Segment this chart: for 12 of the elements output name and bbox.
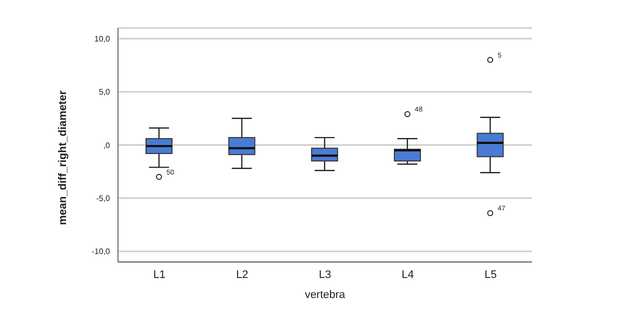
y-tick-label: -5,0	[96, 194, 111, 204]
x-tick-label: L4	[402, 268, 414, 281]
x-tick-label: L2	[236, 268, 248, 281]
x-tick-label: L5	[484, 268, 497, 281]
x-axis-title: vertebra	[304, 289, 346, 301]
y-tick-label: -10,0	[92, 247, 111, 256]
y-tick-label: ,0	[103, 140, 111, 150]
x-tick-label: L3	[318, 268, 332, 281]
y-tick-label: 10,0	[94, 34, 111, 44]
x-tick-label: L1	[153, 268, 166, 281]
y-tick-label: 5,0	[98, 88, 111, 97]
y-axis-title: mean_diff_right_diameter	[56, 90, 69, 225]
